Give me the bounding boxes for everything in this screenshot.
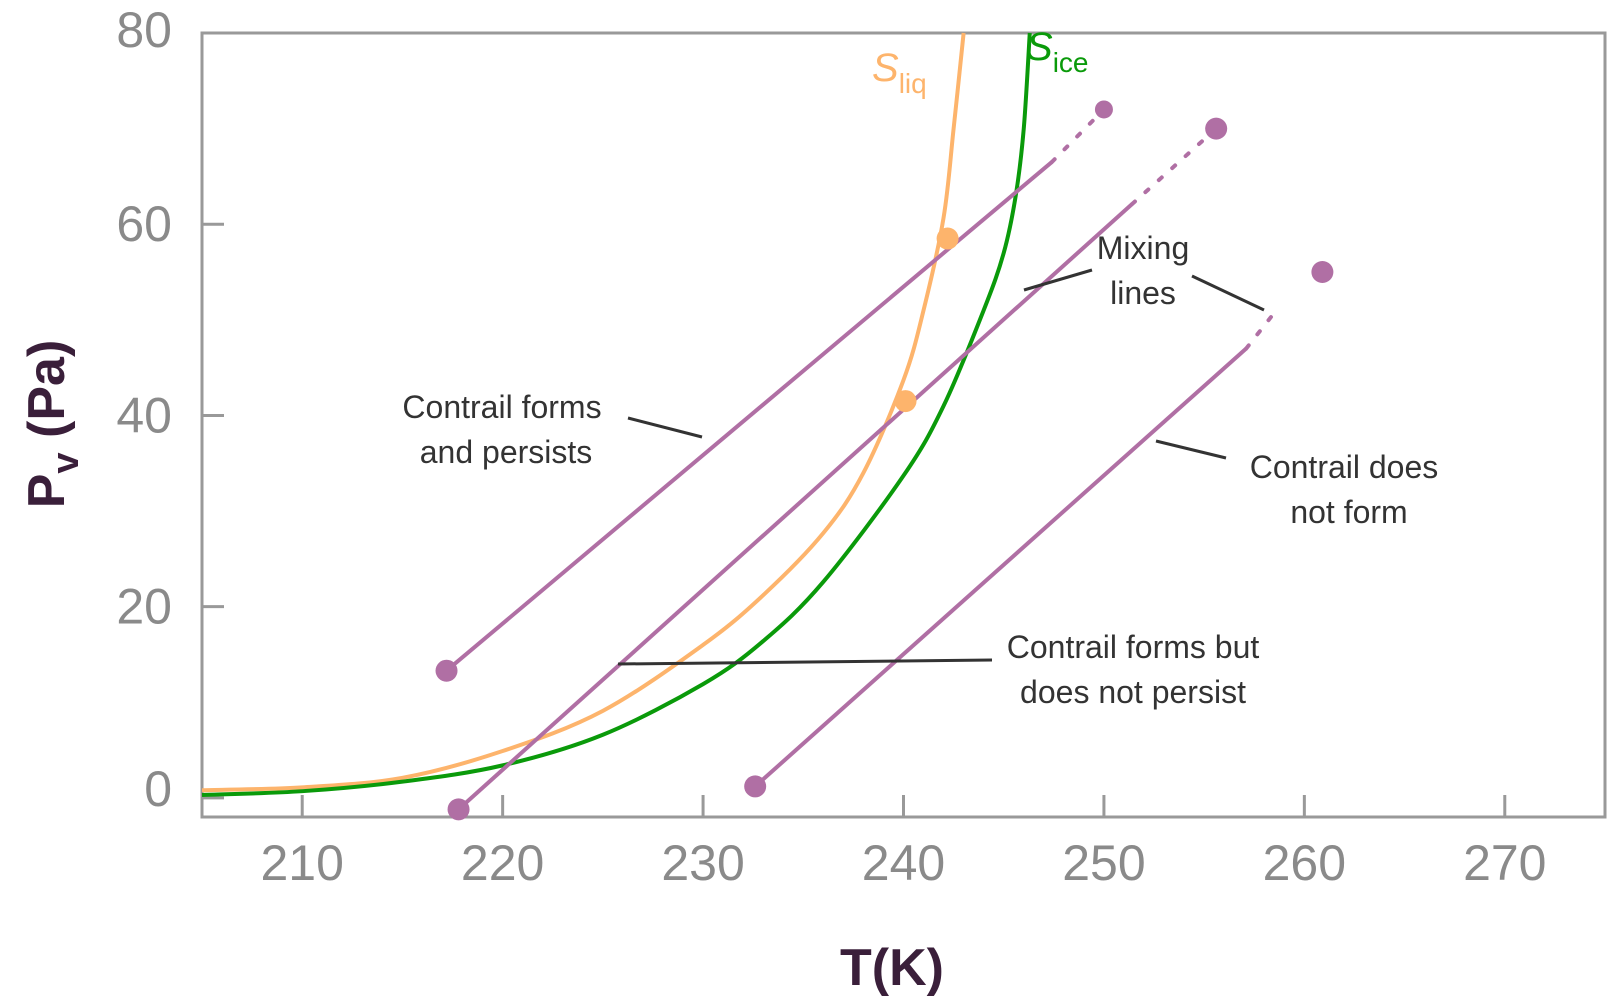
y-tick-label-4: 80 [116, 2, 172, 58]
annotation-forms-persists-line2: and persists [420, 434, 593, 470]
mixing-line-2-end-point [1205, 117, 1228, 140]
x-tick-label-4: 250 [1062, 835, 1145, 891]
mixing-line-1-end-point [1094, 100, 1113, 119]
annotation-mixing-line2: lines [1110, 275, 1176, 311]
data-points [435, 100, 1334, 821]
x-tick-label-0: 210 [260, 835, 343, 891]
x-tick-label-5: 260 [1263, 835, 1346, 891]
intersection-point-2 [894, 390, 917, 413]
x-axis-title: T(K) [840, 939, 944, 997]
mixing-line-1-dotted [1049, 107, 1106, 165]
y-tick-label-1: 20 [116, 579, 172, 635]
saturation-curves [201, 32, 1032, 798]
mixing-line-2-start-point [447, 798, 470, 821]
annotation-not-form-line2: not form [1290, 494, 1407, 530]
y-tick-label-0: 0 [144, 761, 172, 817]
x-axis: 210 220 230 240 250 260 270 [260, 795, 1547, 891]
annotation-forms-persists-line1: Contrail forms [402, 389, 601, 425]
mixing-line-3 [753, 347, 1248, 788]
leader-persists [627, 416, 703, 439]
sliq-label: Sliq [872, 46, 927, 99]
y-tick-label-3: 60 [116, 196, 172, 252]
mixing-line-3-dotted [1244, 308, 1279, 351]
x-tick-label-3: 240 [862, 835, 945, 891]
leader-not-form [1155, 439, 1227, 460]
y-axis: 0 20 40 60 80 [116, 2, 224, 817]
plot-frame [200, 31, 1607, 819]
annotation-not-persist-line1: Contrail forms but [1007, 629, 1260, 665]
annotation-mixing-line1: Mixing [1097, 230, 1189, 266]
mixing-line-1-start-point [435, 659, 458, 682]
y-axis-title: Pv (Pa) [18, 340, 87, 509]
leader-mixing-right [1191, 274, 1265, 312]
annotation-leaders [617, 268, 1265, 666]
intersection-point-1 [936, 227, 959, 250]
y-tick-label-2: 40 [116, 387, 172, 443]
annotation-not-persist-line2: does not persist [1020, 674, 1246, 710]
leader-mixing-left [1023, 268, 1093, 292]
mixing-line-3-end-point [1311, 261, 1334, 284]
sice-curve [201, 32, 1032, 798]
mixing-line-2-dotted [1129, 126, 1219, 207]
x-tick-label-2: 230 [661, 835, 744, 891]
x-tick-label-1: 220 [461, 835, 544, 891]
mixing-line-2 [457, 202, 1134, 811]
leader-not-persist [617, 658, 993, 666]
annotation-not-form-line1: Contrail does [1250, 449, 1439, 485]
x-tick-label-6: 270 [1463, 835, 1546, 891]
sice-label: Sice [1026, 25, 1088, 78]
mixing-line-3-start-point [744, 775, 767, 798]
